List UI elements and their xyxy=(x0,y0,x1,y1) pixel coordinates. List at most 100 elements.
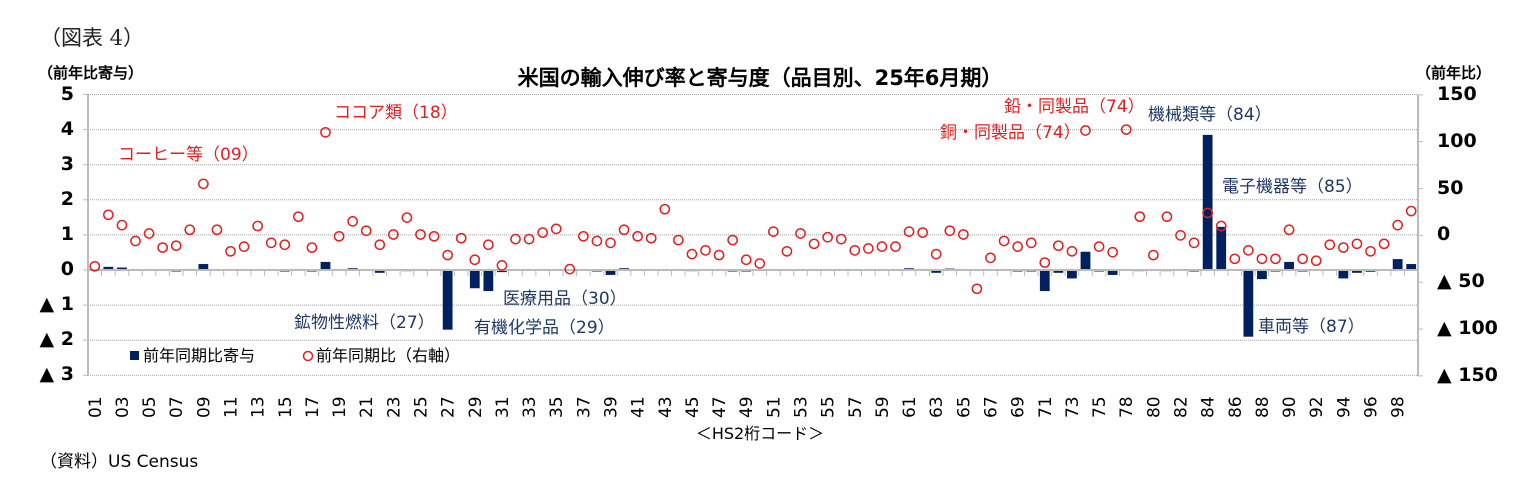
growth-rate-marker xyxy=(510,233,521,245)
x-tick-label: 65 xyxy=(954,396,974,418)
growth-rate-marker xyxy=(293,211,304,223)
growth-rate-marker xyxy=(1215,220,1227,232)
left-axis-tick-label: 1 xyxy=(60,222,74,245)
growth-rate-marker xyxy=(1134,211,1146,223)
growth-rate-marker xyxy=(225,245,236,257)
growth-rate-marker xyxy=(795,228,806,239)
left-axis-tick-label: 2 xyxy=(60,187,74,210)
contribution-bar xyxy=(1107,270,1118,275)
growth-rate-marker xyxy=(713,249,725,261)
growth-rate-marker xyxy=(890,241,901,252)
contribution-bar xyxy=(1039,270,1050,292)
growth-rate-marker xyxy=(930,248,942,260)
growth-rate-marker xyxy=(455,232,467,244)
annotation-label: 機械類等（84） xyxy=(1148,105,1272,125)
contribution-bar xyxy=(605,270,616,275)
x-tick-label: 90 xyxy=(1280,396,1300,418)
growth-rate-marker xyxy=(686,248,698,260)
right-axis-unit: （前年比） xyxy=(1416,64,1492,82)
growth-rate-marker xyxy=(347,215,358,227)
growth-rate-marker xyxy=(1039,257,1051,268)
growth-rate-marker xyxy=(428,230,440,242)
growth-rate-marker xyxy=(360,225,372,237)
x-tick-label: 41 xyxy=(629,396,649,418)
right-axis-tick-label: ▲ 150 xyxy=(1437,363,1498,386)
figure-label: （図表 4） xyxy=(40,26,145,50)
source-note: （資料）US Census xyxy=(40,452,199,472)
chart-title: 米国の輸入伸び率と寄与度（品目別、25年6月期） xyxy=(517,66,1003,90)
contribution-bar xyxy=(1080,251,1091,270)
growth-rate-marker xyxy=(1188,237,1200,249)
growth-rate-marker xyxy=(673,234,684,246)
growth-rate-marker xyxy=(388,229,399,240)
growth-rate-marker xyxy=(442,249,453,261)
growth-rate-marker xyxy=(550,223,562,235)
growth-rate-marker xyxy=(944,225,956,237)
growth-rate-marker xyxy=(591,235,603,247)
growth-rate-marker xyxy=(917,227,928,238)
growth-rate-marker xyxy=(971,283,983,295)
growth-rate-marker xyxy=(1080,125,1091,136)
growth-rate-marker xyxy=(835,233,847,245)
growth-rate-marker xyxy=(252,220,263,232)
x-tick-label: 49 xyxy=(737,396,757,418)
growth-rate-marker xyxy=(998,235,1010,247)
x-tick-label: 45 xyxy=(683,396,703,418)
x-tick-label: 25 xyxy=(412,396,432,418)
growth-rate-marker xyxy=(822,231,833,243)
contribution-bar xyxy=(198,264,209,270)
growth-rate-marker xyxy=(903,226,915,238)
growth-rate-marker xyxy=(645,232,657,244)
growth-rate-marker xyxy=(700,245,711,256)
growth-rate-marker xyxy=(754,258,766,269)
right-axis-tick-label: ▲ 100 xyxy=(1437,317,1498,340)
left-axis-tick-label: 0 xyxy=(60,258,74,280)
contribution-bar xyxy=(103,266,114,270)
contribution-bar xyxy=(469,270,480,289)
contribution-bar xyxy=(1284,261,1294,270)
x-tick-label: 94 xyxy=(1334,396,1354,418)
left-axis-tick-label: ▲ 2 xyxy=(39,328,74,351)
annotation-label: コーヒー等（09） xyxy=(118,145,259,165)
x-tick-label: 01 xyxy=(86,396,106,418)
x-tick-label: 92 xyxy=(1307,396,1327,418)
growth-rate-marker xyxy=(1256,253,1268,265)
x-tick-label: 21 xyxy=(357,396,377,418)
x-axis-label: ＜HS2桁コード＞ xyxy=(695,424,825,443)
x-tick-label: 63 xyxy=(927,396,947,418)
growth-rate-marker xyxy=(1351,238,1363,250)
growth-rate-marker xyxy=(740,254,752,266)
growth-rate-marker xyxy=(578,230,589,242)
growth-rate-marker xyxy=(985,252,996,264)
growth-rate-marker xyxy=(876,241,888,252)
growth-rate-marker xyxy=(1107,246,1118,258)
x-tick-label: 71 xyxy=(1036,396,1056,418)
growth-rate-marker xyxy=(537,227,548,238)
growth-rate-markers xyxy=(89,124,1417,295)
annotation-label: 車両等（87） xyxy=(1258,317,1365,337)
growth-rate-marker xyxy=(184,224,196,236)
annotation-label: 有機化学品（29） xyxy=(474,318,615,338)
contribution-bar xyxy=(1352,270,1362,273)
x-tick-label: 98 xyxy=(1389,396,1409,418)
growth-rate-marker xyxy=(523,233,535,245)
legend-bar-label: 前年同期比寄与 xyxy=(143,346,255,365)
growth-rate-marker xyxy=(1148,249,1159,261)
growth-rate-marker xyxy=(306,242,318,253)
growth-rate-marker xyxy=(1297,253,1308,265)
contribution-bar xyxy=(374,270,385,273)
growth-rate-marker xyxy=(483,239,494,251)
right-axis-tick-label: ▲ 50 xyxy=(1437,270,1485,293)
annotation-label: 鉱物性燃料（27） xyxy=(294,313,435,333)
growth-rate-marker xyxy=(415,229,426,240)
x-tick-label: 61 xyxy=(900,396,920,418)
axes xyxy=(83,94,1423,377)
growth-rate-marker xyxy=(279,239,291,251)
growth-rate-marker xyxy=(496,260,508,271)
growth-rate-marker xyxy=(1053,240,1064,252)
growth-rate-marker xyxy=(564,263,576,275)
contribution-bar xyxy=(1216,226,1227,270)
annotation-label: 医療用品（30） xyxy=(503,289,627,309)
x-tick-label: 82 xyxy=(1172,396,1192,418)
